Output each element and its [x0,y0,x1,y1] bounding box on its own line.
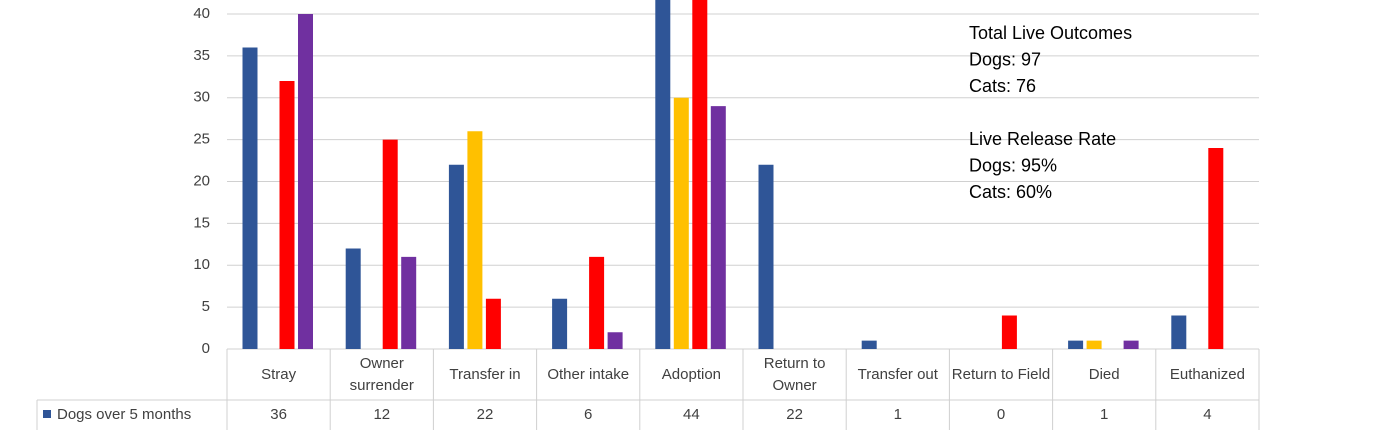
bar [1001,315,1017,349]
y-tick-label: 35 [193,47,210,64]
bar [485,298,501,349]
y-tick-label: 40 [193,5,210,22]
x-tick-label: Transfer out [857,365,938,383]
x-tick-cell: Return to Owner [743,349,846,400]
table-value: 22 [786,406,803,423]
x-tick-cell: Stray [227,349,330,400]
y-tick-label: 30 [193,89,210,106]
x-tick-label: Adoption [661,365,721,383]
table-value: 6 [584,406,592,423]
table-value: 12 [373,406,390,423]
y-tick-label: 0 [202,340,210,357]
y-tick-label: 25 [193,131,210,148]
bar [607,332,623,349]
x-tick-label: Died [1088,365,1120,383]
x-tick-cell: Adoption [640,349,743,400]
y-tick-label: 15 [193,214,210,231]
bar [1123,340,1139,349]
x-tick-cell: Died [1053,349,1156,400]
x-tick-label: Transfer in [449,365,521,383]
table-value: 1 [894,406,902,423]
annotation: Total Live Outcomes [969,23,1132,43]
legend-label: Dogs over 5 months [57,406,191,423]
bar [655,0,671,349]
table-value: 22 [477,406,494,423]
bar [467,131,483,349]
bar [242,47,258,349]
x-tick-label: Stray [261,365,297,383]
x-tick-cell: Other intake [537,349,640,400]
y-tick-label: 5 [202,298,210,315]
bar [758,164,774,349]
table-value: 1 [1100,406,1108,423]
y-tick-label: 10 [193,256,210,273]
bar [673,97,689,349]
x-tick-cell: Transfer in [433,349,536,400]
annotation: Live Release Rate [969,129,1116,149]
bar [1068,340,1084,349]
table-value: 0 [997,406,1005,423]
bar [589,256,605,349]
legend-swatch [43,410,51,418]
x-tick-cell: Owner surrender [330,349,433,400]
bar [401,256,417,349]
bar [1171,315,1187,349]
bar [448,164,464,349]
x-tick-label: Euthanized [1169,365,1245,383]
table-value: 44 [683,406,700,423]
x-tick-cell: Return to Field [949,349,1052,400]
bar [382,139,398,349]
bar [1208,148,1224,349]
annotation: Dogs: 95% [969,155,1057,175]
x-tick-label: Owner surrender [349,354,414,394]
annotation: Dogs: 97 [969,49,1041,69]
annotation: Cats: 76 [969,76,1036,96]
bar [279,81,295,349]
x-tick-label: Return to Owner [763,354,826,394]
x-tick-label: Return to Field [951,365,1051,383]
table-value: 4 [1203,406,1211,423]
table-value: 36 [270,406,287,423]
y-tick-label: 20 [193,172,210,189]
x-tick-label: Other intake [547,365,630,383]
bar [298,14,313,349]
bar [1086,340,1102,349]
bar [552,298,568,349]
x-tick-cell: Euthanized [1156,349,1259,400]
bar [861,340,877,349]
x-tick-cell: Transfer out [846,349,949,400]
bar [692,0,708,349]
annotation: Cats: 60% [969,182,1052,202]
bar [710,106,726,349]
bar [345,248,361,349]
